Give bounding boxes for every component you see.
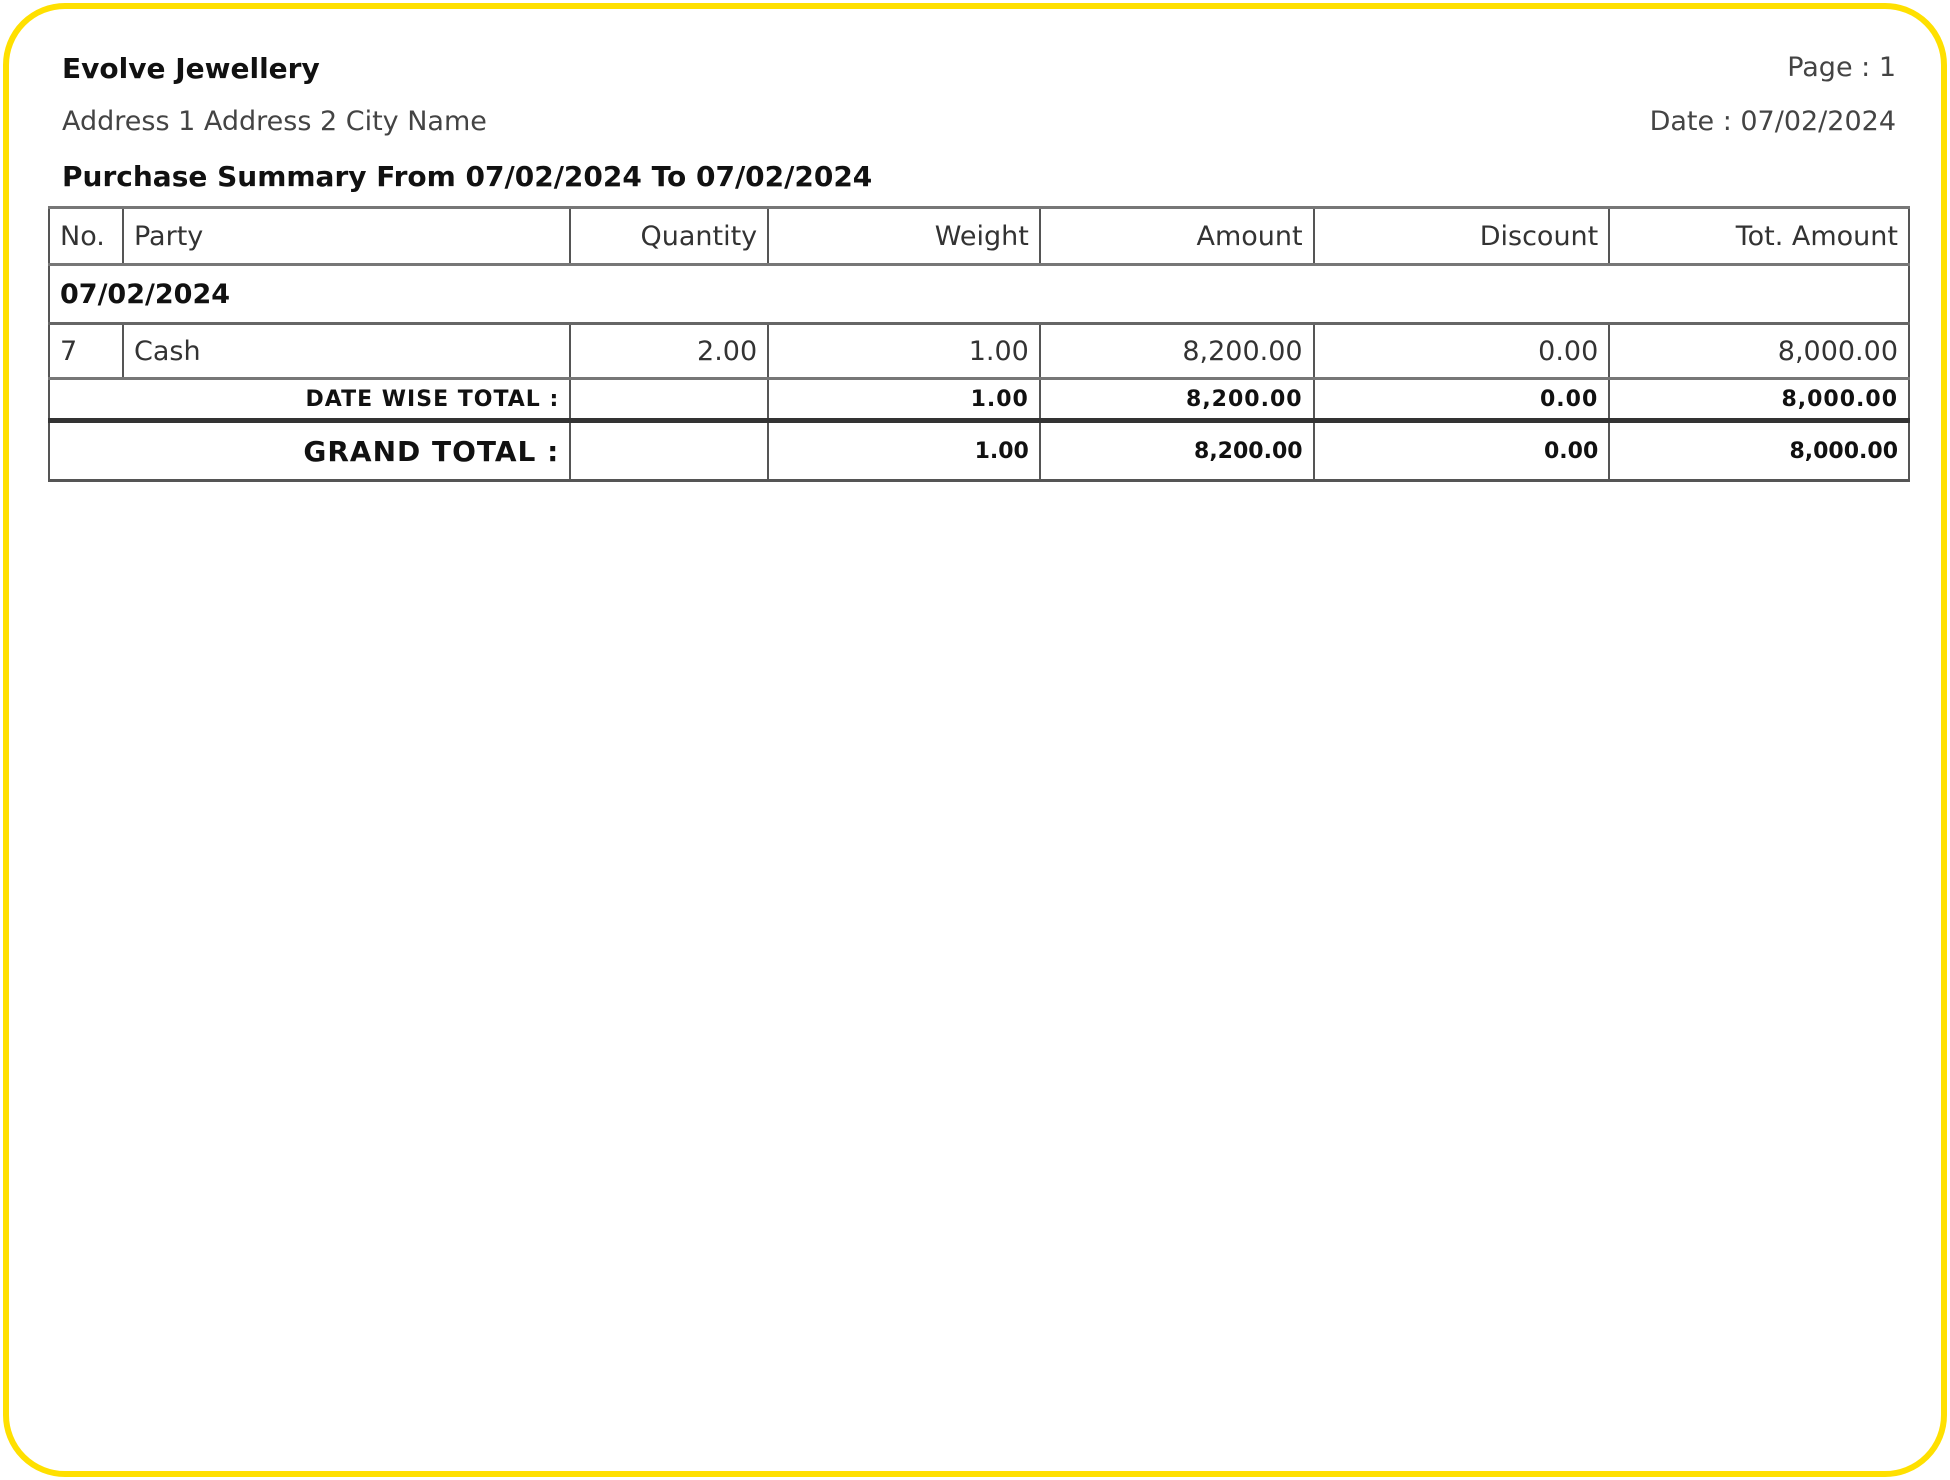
cell-no: 7 [48, 322, 124, 380]
date-group-row: 07/02/2024 [48, 263, 1910, 325]
grand-total-label: GRAND TOTAL : [47, 419, 572, 482]
cell-amount: 8,200.00 [1038, 322, 1315, 380]
date-wise-total-label: DATE WISE TOTAL : [47, 377, 572, 423]
table-row: 7 Cash 2.00 1.00 8,200.00 0.00 8,000.00 [48, 322, 1910, 380]
col-header-discount: Discount [1312, 206, 1611, 266]
date-wise-total-tot-amount: 8,000.00 [1608, 377, 1910, 423]
col-header-party: Party [121, 206, 572, 266]
col-header-weight: Weight [767, 206, 1041, 266]
grand-total-discount: 0.00 [1312, 419, 1611, 482]
grand-total-quantity [569, 419, 770, 482]
grand-total-weight: 1.00 [767, 419, 1041, 482]
cell-tot-amount: 8,000.00 [1608, 322, 1910, 380]
cell-discount: 0.00 [1312, 322, 1611, 380]
cell-party: Cash [121, 322, 572, 380]
col-header-no: No. [48, 206, 124, 266]
date-wise-total-discount: 0.00 [1312, 377, 1611, 423]
cell-weight: 1.00 [767, 322, 1041, 380]
col-header-quantity: Quantity [569, 206, 770, 266]
report-date: Date : 07/02/2024 [1649, 106, 1896, 137]
frame-border [3, 3, 1947, 1477]
cell-quantity: 2.00 [569, 322, 770, 380]
company-name: Evolve Jewellery [62, 52, 320, 85]
col-header-tot-amount: Tot. Amount [1608, 206, 1910, 266]
date-wise-total-weight: 1.00 [767, 377, 1041, 423]
grand-total-row: GRAND TOTAL : 1.00 8,200.00 0.00 8,000.0… [47, 419, 1910, 482]
date-wise-total-amount: 8,200.00 [1038, 377, 1315, 423]
grand-total-tot-amount: 8,000.00 [1608, 419, 1910, 482]
grand-total-amount: 8,200.00 [1038, 419, 1315, 482]
date-wise-total-row: DATE WISE TOTAL : 1.00 8,200.00 0.00 8,0… [47, 377, 1910, 423]
table-header-row: No. Party Quantity Weight Amount Discoun… [48, 206, 1910, 266]
company-address: Address 1 Address 2 City Name [62, 106, 487, 137]
group-date: 07/02/2024 [48, 263, 1910, 325]
report-title: Purchase Summary From 07/02/2024 To 07/0… [62, 160, 873, 193]
purchase-summary-table: No. Party Quantity Weight Amount Discoun… [47, 206, 1910, 482]
col-header-amount: Amount [1038, 206, 1315, 266]
date-wise-total-quantity [569, 377, 770, 423]
page-number: Page : 1 [1787, 52, 1896, 83]
